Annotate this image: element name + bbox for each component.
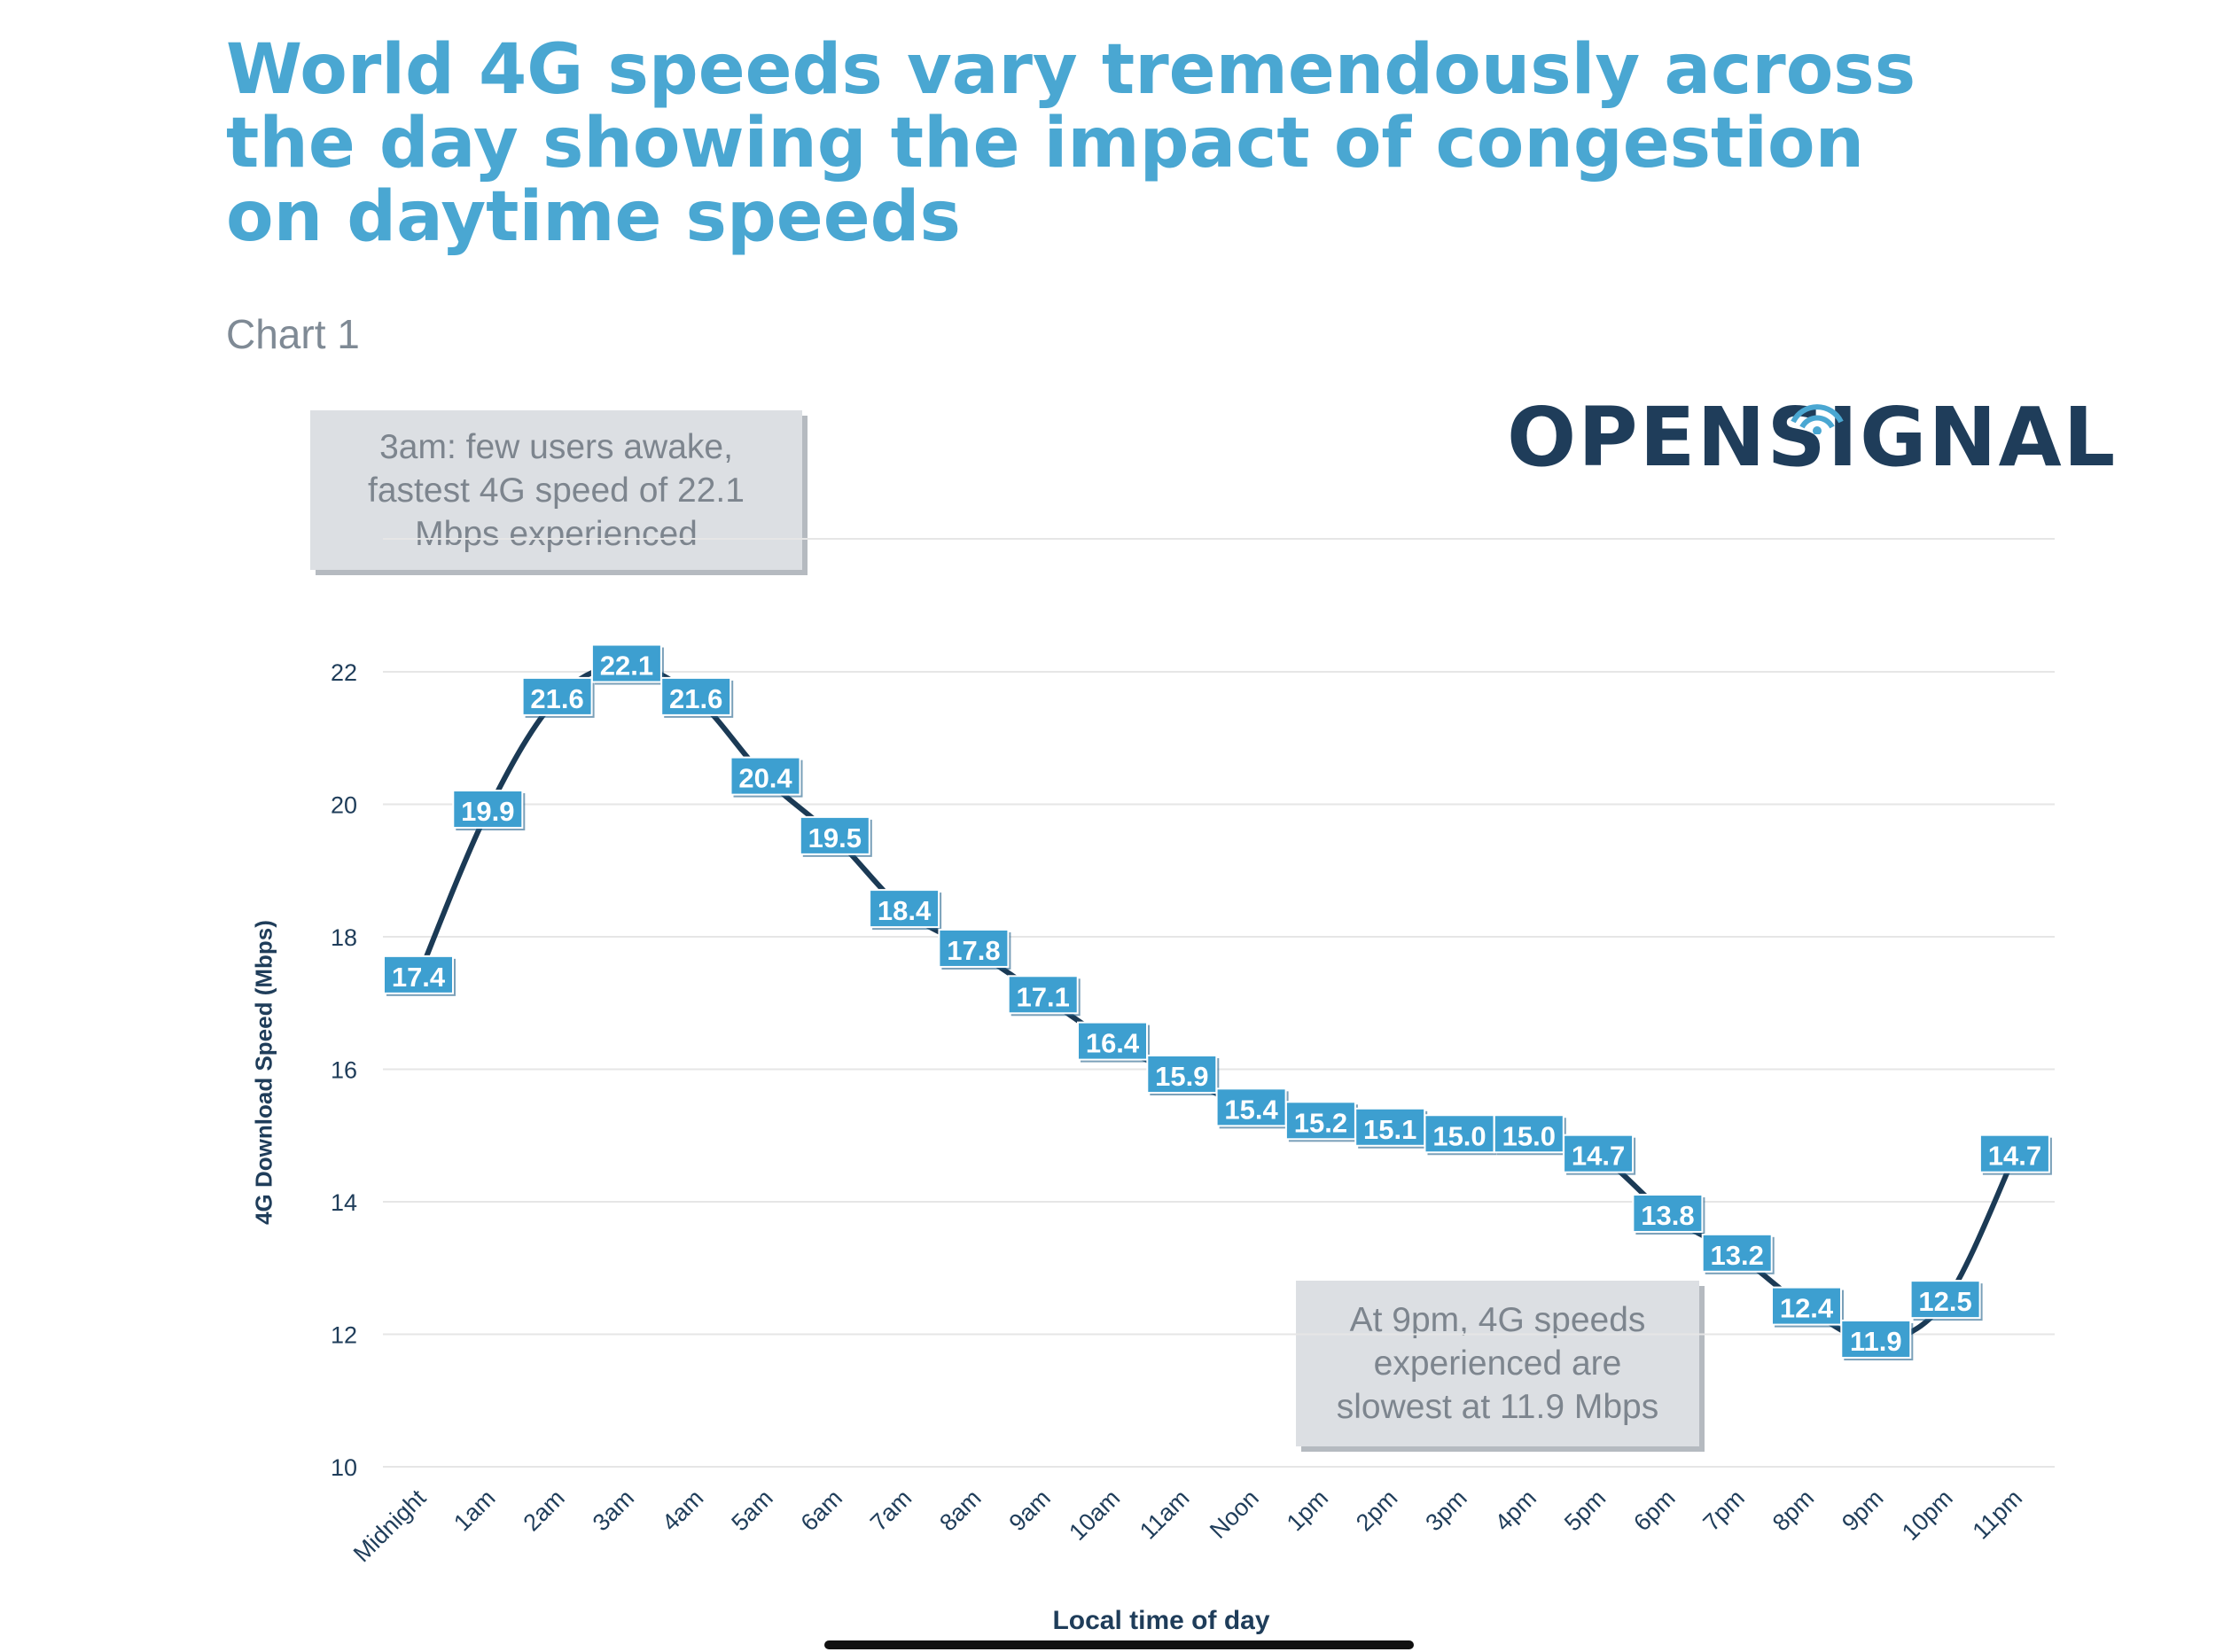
x-tick-label: 2pm — [1351, 1484, 1402, 1536]
x-tick-label: 3am — [588, 1484, 639, 1536]
x-axis-title: Local time of day — [1052, 1606, 1270, 1635]
data-label: 17.8 — [947, 935, 1000, 966]
x-tick-label: 9pm — [1837, 1484, 1888, 1536]
data-label: 22.1 — [600, 651, 653, 682]
y-tick-label: 10 — [331, 1454, 357, 1481]
x-tick-label: 5am — [726, 1484, 777, 1536]
data-label-box — [383, 955, 454, 994]
data-label-box — [1909, 1280, 1981, 1320]
chart-title: World 4G speeds vary tremendously across… — [226, 30, 1916, 257]
data-label: 21.6 — [669, 683, 722, 714]
chart-subtitle: Chart 1 — [226, 311, 360, 357]
data-label: 12.4 — [1780, 1293, 1834, 1324]
x-tick-label: 4pm — [1490, 1484, 1541, 1536]
x-tick-label: 4am — [657, 1484, 708, 1536]
y-tick-label: 20 — [331, 792, 357, 819]
data-label-box — [1978, 1134, 2050, 1173]
data-label-box — [1840, 1319, 1912, 1359]
data-label: 19.5 — [808, 822, 862, 853]
data-label-box — [1563, 1134, 1635, 1173]
series-line — [416, 662, 2017, 1344]
data-label-box — [938, 928, 1010, 968]
data-label: 17.1 — [1017, 981, 1070, 1012]
data-label: 14.7 — [1988, 1141, 2041, 1172]
x-tick-label: 7pm — [1698, 1484, 1750, 1536]
y-tick-label: 14 — [331, 1189, 357, 1216]
data-label-box — [1771, 1286, 1842, 1326]
x-tick-label: Midnight — [348, 1484, 432, 1568]
data-label-box — [1146, 1054, 1218, 1094]
data-label-box — [452, 789, 524, 829]
data-label: 17.4 — [392, 962, 446, 993]
x-tick-label: 6pm — [1628, 1484, 1680, 1536]
data-label: 12.5 — [1918, 1286, 1971, 1317]
x-tick-label: 10pm — [1897, 1484, 1958, 1546]
data-label-box — [521, 676, 593, 716]
x-tick-label: 7am — [865, 1484, 917, 1536]
x-tick-label: 3pm — [1420, 1484, 1471, 1536]
data-label-box — [1493, 1114, 1564, 1154]
x-tick-label: 11am — [1135, 1484, 1195, 1545]
y-axis-title: 4G Download Speed (Mbps) — [250, 920, 277, 1225]
data-label: 20.4 — [738, 763, 792, 794]
x-tick-label: 11pm — [1968, 1484, 2028, 1545]
wifi-signal-icon — [1791, 404, 1844, 434]
data-label: 14.7 — [1572, 1141, 1625, 1172]
data-label: 15.0 — [1502, 1120, 1556, 1151]
data-label: 15.1 — [1363, 1114, 1416, 1145]
y-tick-label: 22 — [331, 659, 357, 686]
data-label: 21.6 — [530, 683, 583, 714]
data-label-box — [1077, 1021, 1148, 1061]
x-tick-label: 9am — [1004, 1484, 1056, 1536]
y-tick-label: 12 — [331, 1322, 357, 1349]
y-tick-label: 18 — [331, 924, 357, 951]
data-label: 13.8 — [1641, 1200, 1694, 1231]
data-label-box — [590, 643, 662, 683]
x-tick-label: 2am — [518, 1484, 569, 1536]
data-label-box — [660, 676, 732, 716]
data-label: 15.0 — [1432, 1120, 1486, 1151]
data-label: 15.2 — [1294, 1107, 1347, 1138]
x-tick-label: 10am — [1064, 1484, 1125, 1546]
x-tick-label: 6am — [796, 1484, 847, 1536]
data-label: 19.9 — [461, 796, 514, 827]
x-tick-label: 8am — [934, 1484, 986, 1536]
x-tick-label: 1am — [449, 1484, 500, 1536]
data-label: 13.2 — [1711, 1240, 1764, 1271]
data-label: 15.4 — [1224, 1094, 1278, 1125]
data-label-box — [799, 815, 870, 855]
data-label: 15.9 — [1155, 1061, 1208, 1092]
x-tick-label: 5pm — [1559, 1484, 1611, 1536]
data-label-box — [1701, 1233, 1773, 1273]
trough-annotation: At 9pm, 4G speeds experienced are slowes… — [1296, 1281, 1699, 1446]
data-label-box — [1424, 1114, 1495, 1154]
data-label: 16.4 — [1086, 1028, 1140, 1059]
data-label-box — [730, 756, 801, 796]
data-label-box — [1215, 1087, 1287, 1127]
x-tick-label: 1pm — [1282, 1484, 1333, 1536]
x-tick-label: 8pm — [1767, 1484, 1819, 1536]
data-label-box — [1007, 975, 1079, 1015]
x-tick-label: Noon — [1205, 1484, 1264, 1544]
data-label: 18.4 — [878, 895, 932, 926]
y-tick-label: 16 — [331, 1057, 357, 1084]
data-label-box — [1632, 1193, 1704, 1233]
data-label-box — [869, 889, 940, 929]
home-indicator — [824, 1640, 1414, 1649]
peak-annotation: 3am: few users awake, fastest 4G speed o… — [310, 410, 802, 570]
data-label: 11.9 — [1850, 1326, 1902, 1357]
